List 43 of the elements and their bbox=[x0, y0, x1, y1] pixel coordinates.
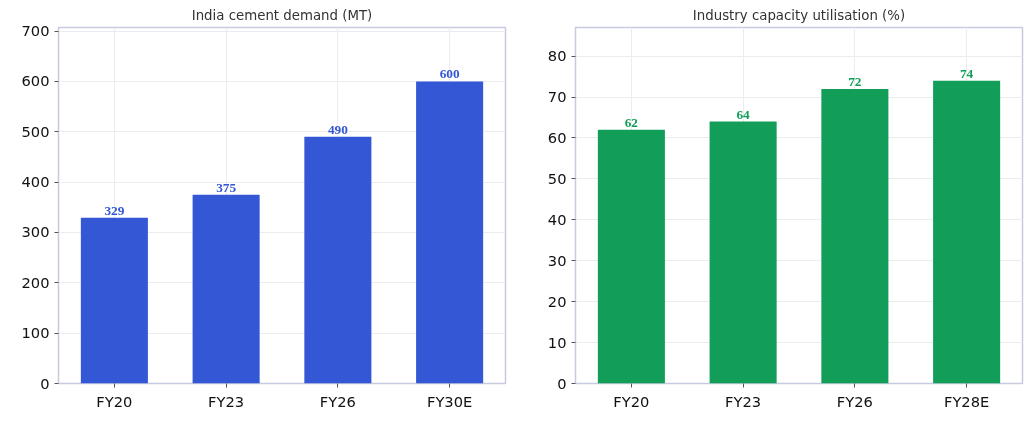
bar bbox=[304, 136, 372, 384]
y-tick-label: 80 bbox=[547, 47, 567, 65]
y-tick-label: 400 bbox=[21, 173, 50, 191]
x-tick-label: FY20 bbox=[613, 392, 650, 410]
x-tick-label: FY20 bbox=[96, 392, 133, 410]
y-tick-label: 20 bbox=[547, 292, 567, 310]
x-tick-label: FY26 bbox=[319, 392, 356, 410]
x-tick-label: FY23 bbox=[725, 392, 762, 410]
y-tick-label: 40 bbox=[547, 210, 567, 228]
bar bbox=[192, 194, 260, 384]
y-tick-label: 10 bbox=[547, 333, 567, 351]
data-label: 490 bbox=[327, 121, 349, 137]
y-tick-label: 500 bbox=[21, 122, 50, 140]
chart-title: Industry capacity utilisation (%) bbox=[692, 7, 906, 23]
data-label: 62 bbox=[624, 114, 639, 130]
y-tick-label: 60 bbox=[547, 128, 567, 146]
bar bbox=[597, 129, 665, 384]
y-tick-label: 300 bbox=[21, 223, 50, 241]
bar bbox=[709, 121, 777, 384]
data-label: 375 bbox=[216, 179, 237, 195]
y-tick-label: 30 bbox=[547, 251, 567, 269]
bar bbox=[821, 88, 889, 384]
y-tick-label: 100 bbox=[21, 324, 50, 342]
data-label: 64 bbox=[736, 106, 751, 122]
y-tick-label: 600 bbox=[21, 72, 50, 90]
y-tick-label: 200 bbox=[21, 273, 50, 291]
y-tick-label: 0 bbox=[40, 374, 50, 392]
data-label: 72 bbox=[848, 73, 862, 89]
bar bbox=[416, 81, 484, 384]
y-tick-label: 700 bbox=[21, 22, 50, 40]
chart-title: India cement demand (MT) bbox=[191, 7, 373, 23]
bar bbox=[80, 217, 148, 384]
x-tick-label: FY28E bbox=[943, 392, 990, 410]
x-tick-label: FY30E bbox=[426, 392, 473, 410]
x-tick-label: FY26 bbox=[836, 392, 873, 410]
data-label: 74 bbox=[959, 65, 974, 81]
y-tick-label: 50 bbox=[547, 169, 567, 187]
bar bbox=[933, 80, 1001, 384]
y-tick-label: 70 bbox=[547, 88, 567, 106]
y-tick-label: 0 bbox=[557, 374, 567, 392]
data-label: 600 bbox=[439, 66, 460, 82]
data-label: 329 bbox=[104, 202, 125, 218]
x-tick-label: FY23 bbox=[208, 392, 245, 410]
